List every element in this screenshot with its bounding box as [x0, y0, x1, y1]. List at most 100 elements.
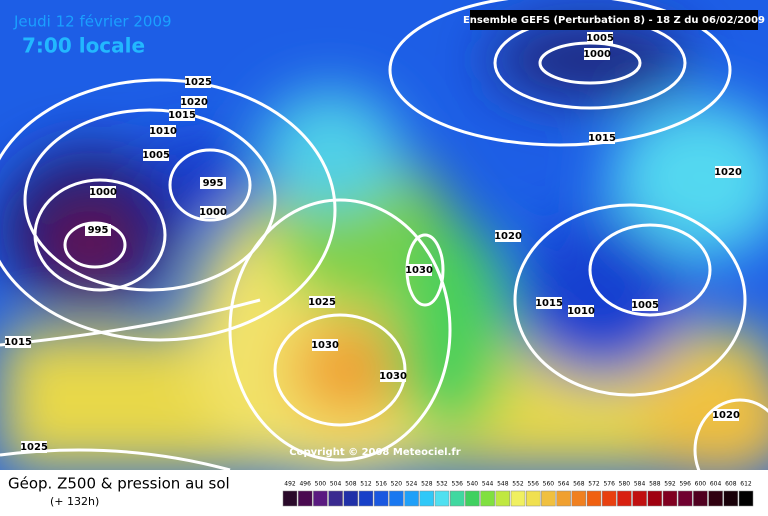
field: [0, 0, 768, 470]
scale-label: 528: [421, 481, 433, 488]
scale-swatch: [586, 490, 602, 507]
scale-label: 520: [391, 481, 403, 488]
isobar-label: 1010: [149, 126, 177, 137]
legend-title: Géop. Z500 & pression au sol: [8, 475, 230, 493]
scale-swatch: [647, 490, 663, 507]
scale-label: 544: [482, 481, 494, 488]
label-bg: [536, 297, 562, 309]
scale-label: 512: [360, 481, 372, 488]
scale-label: 524: [406, 481, 418, 488]
scale-swatch: [343, 490, 359, 507]
time: 7:00 locale: [22, 34, 145, 58]
scale-swatch: [738, 490, 754, 507]
scale-swatch: [358, 490, 374, 507]
label-bg: [150, 125, 176, 137]
isobar: [513, 203, 747, 397]
scale-label: 576: [603, 481, 615, 488]
scale-swatch: [313, 490, 328, 507]
label-bg: [5, 336, 31, 348]
isobar-label: 1020: [180, 97, 208, 108]
scale-label: 540: [467, 481, 479, 488]
scale-label: 580: [619, 481, 631, 488]
scale-swatch: [328, 490, 343, 507]
scale-swatch: [723, 490, 739, 507]
label-bg: [632, 299, 658, 311]
scale-swatch: [601, 490, 617, 507]
isobar: [0, 78, 337, 342]
label-bg: [21, 441, 47, 453]
scale-label: 500: [315, 481, 327, 488]
label-bg: [713, 409, 739, 421]
label-bg: [181, 96, 207, 108]
scale-swatch: [556, 490, 571, 507]
scale-swatch: [480, 490, 495, 507]
scale-swatch: [389, 490, 404, 507]
label-bg: [715, 166, 741, 178]
scale-swatch: [510, 490, 526, 507]
isobar-label: 1025: [308, 297, 336, 308]
isobar-label: 1005: [142, 150, 170, 161]
scale-swatch: [297, 490, 313, 507]
label-bg: [200, 206, 226, 218]
scale-label: 592: [664, 481, 676, 488]
isobar-label: 1015: [588, 133, 616, 144]
isobar-label: 1005: [631, 300, 659, 311]
scale-label: 504: [330, 481, 342, 488]
isobar-label: 1025: [20, 442, 48, 453]
scale-label: 560: [543, 481, 555, 488]
label-bg: [380, 370, 406, 382]
scale-swatch: [495, 490, 511, 507]
isobar-label: 995: [88, 225, 109, 236]
scale-label: 572: [588, 481, 600, 488]
isobar: [63, 221, 127, 269]
isobar-label: 1020: [494, 231, 522, 242]
label-bg: [143, 149, 169, 161]
scale-label: 612: [740, 481, 752, 488]
label-bg: [312, 339, 338, 351]
label-bg: [85, 224, 111, 236]
isobar-label: 1025: [184, 77, 212, 88]
label-bg: [169, 109, 195, 121]
scale-label: 604: [710, 481, 722, 488]
legend-subtitle: (+ 132h): [50, 495, 99, 508]
isobar: [588, 223, 712, 317]
isobar: [388, 0, 732, 147]
scale-label: 548: [497, 481, 509, 488]
scale-swatch: [449, 490, 465, 507]
label-bg: [185, 76, 211, 88]
date: Jeudi 12 février 2009: [13, 13, 172, 31]
color-scale: 492 496 500 504 508 512 516 520 524 528 532 536 540 5…: [282, 481, 754, 507]
scale-swatch: [632, 490, 647, 507]
scale-swatch: [708, 490, 723, 507]
isobar-label: 1030: [405, 265, 433, 276]
isobar: [228, 198, 452, 462]
isobar: [168, 148, 252, 222]
label-bg: [584, 48, 610, 60]
isobar-label: 1020: [714, 167, 742, 178]
scale-label: 588: [649, 481, 661, 488]
label-bg: [589, 132, 615, 144]
scale-swatch: [662, 490, 678, 507]
scale-swatch: [282, 490, 298, 507]
scale-swatch: [541, 490, 556, 507]
scale-swatch: [404, 490, 419, 507]
scale-label: 556: [527, 481, 539, 488]
label-bg: [309, 296, 335, 308]
scale-swatch: [617, 490, 632, 507]
scale-label: 496: [299, 481, 311, 488]
scale-label: 600: [695, 481, 707, 488]
scale-swatch: [434, 490, 450, 507]
run-info: Ensemble GEFS (Perturbation 8) - 18 Z du…: [463, 15, 765, 26]
isobar-label: 995: [203, 178, 224, 189]
isobar-label: 1015: [535, 298, 563, 309]
isobar-label: 1010: [567, 306, 595, 317]
isobar-labels: 1025 1020 1015 1010 1005 1000 995 995 1000 1005 10…: [4, 32, 742, 453]
isobar-label: 1000: [199, 207, 227, 218]
scale-label: 608: [725, 481, 737, 488]
scale-swatch: [373, 490, 389, 507]
scale-label: 536: [451, 481, 463, 488]
isobar-label: 1030: [379, 371, 407, 382]
run-box: [470, 10, 758, 30]
scale-swatch: [465, 490, 480, 507]
isobar-label: 1030: [311, 340, 339, 351]
